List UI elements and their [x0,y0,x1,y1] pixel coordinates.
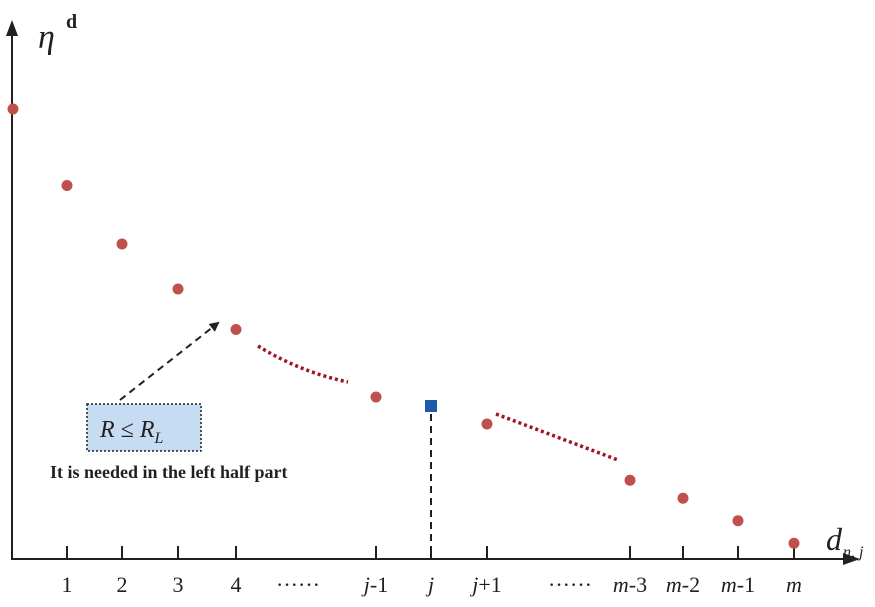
data-points [7,103,800,549]
x-tick-label: j [425,572,434,597]
x-tick-label: j-1 [361,572,388,597]
annotation-formula: R ≤ RL [99,417,164,447]
annotation-box [86,403,202,452]
data-point [230,324,242,335]
formula-subscript: L [154,430,164,447]
x-tick-label: ······ [276,572,320,597]
annotation-text: It is needed in the left half part [50,462,288,482]
data-point [677,492,689,504]
data-point [61,180,73,191]
data-point [788,537,800,549]
data-point [481,418,493,430]
annotation: R ≤ RL It is needed in the left half par… [50,321,288,482]
continuation-curve-right [495,412,619,462]
formula-main: R ≤ R [99,417,155,443]
highlight-point-j [425,400,437,412]
y-axis-symbol: η [38,19,55,56]
data-point [172,283,184,295]
continuation-curve-left [257,344,349,384]
x-tick-label: m [786,572,802,597]
x-axis-title: d n, j [826,521,864,561]
x-tick-label: 4 [231,572,242,597]
y-axis-superscript: d [66,11,77,33]
annotation-arrow [119,321,220,401]
data-point [732,515,744,527]
x-ticks [66,546,795,559]
data-point [624,474,636,486]
x-tick-labels: 1 2 3 4 ······ j-1 j j+1 ······ m-3 m-2 m-1 m [62,572,802,597]
x-axis-arrow [843,553,860,565]
data-point [370,391,382,403]
y-axis-title: η d [38,11,77,56]
data-point [116,238,128,250]
x-tick-label: 3 [173,572,184,597]
x-tick-label: j+1 [469,572,502,597]
x-tick-label: m-2 [666,572,700,597]
y-axis-arrow [6,20,18,36]
x-tick-label: 1 [62,572,73,597]
x-axis-subscript: n, j [843,544,864,561]
x-tick-label: m-3 [613,572,647,597]
x-axis-symbol: d [826,521,843,557]
data-point [7,103,19,115]
x-tick-label: ······ [548,572,592,597]
x-tick-label: m-1 [721,572,755,597]
x-tick-label: 2 [117,572,128,597]
